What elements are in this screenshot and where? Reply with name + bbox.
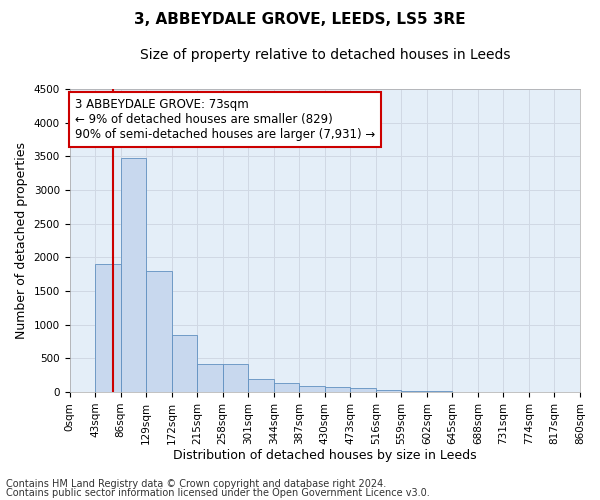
Text: Contains HM Land Registry data © Crown copyright and database right 2024.: Contains HM Land Registry data © Crown c… <box>6 479 386 489</box>
Text: 3 ABBEYDALE GROVE: 73sqm
← 9% of detached houses are smaller (829)
90% of semi-d: 3 ABBEYDALE GROVE: 73sqm ← 9% of detache… <box>74 98 375 141</box>
Bar <box>197 364 223 392</box>
Text: Contains public sector information licensed under the Open Government Licence v3: Contains public sector information licen… <box>6 488 430 498</box>
Bar <box>299 386 325 392</box>
Bar <box>95 264 121 392</box>
Text: 3, ABBEYDALE GROVE, LEEDS, LS5 3RE: 3, ABBEYDALE GROVE, LEEDS, LS5 3RE <box>134 12 466 28</box>
Bar <box>223 364 248 392</box>
Bar <box>350 388 376 392</box>
Bar <box>325 386 350 392</box>
Bar <box>376 390 401 392</box>
X-axis label: Distribution of detached houses by size in Leeds: Distribution of detached houses by size … <box>173 450 476 462</box>
Bar <box>274 384 299 392</box>
Bar <box>401 391 427 392</box>
Bar <box>248 378 274 392</box>
Title: Size of property relative to detached houses in Leeds: Size of property relative to detached ho… <box>140 48 510 62</box>
Bar <box>172 335 197 392</box>
Bar <box>121 158 146 392</box>
Y-axis label: Number of detached properties: Number of detached properties <box>15 142 28 339</box>
Bar <box>146 271 172 392</box>
